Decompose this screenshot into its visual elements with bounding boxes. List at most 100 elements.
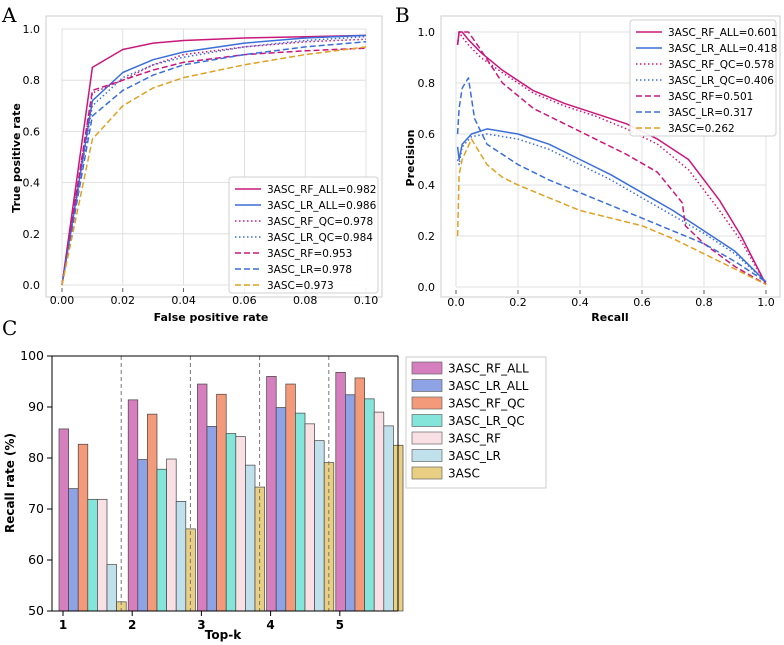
bar — [87, 498, 98, 612]
roc-ytick-label: 0.4 — [23, 177, 41, 190]
roc-legend — [228, 176, 379, 294]
pr-chart: 0.0 0.2 0.4 0.6 0.8 1.0 0.0 0.2 0.4 0.6 0.8 1.0 Rec… — [404, 15, 781, 324]
pr-legend-label: 3ASC=0.262 — [668, 123, 735, 135]
pr-xtick-label: 0.4 — [571, 296, 589, 309]
bar — [197, 383, 208, 612]
bar — [106, 564, 117, 612]
pr-ytick-label: 0.6 — [418, 128, 436, 141]
pr-legend — [629, 19, 777, 137]
pr-xtick-label: 0.2 — [509, 296, 527, 309]
pr-legend-label: 3ASC_RF_QC=0.578 — [668, 59, 774, 71]
pr-series-line — [456, 77, 767, 283]
roc-xtick-label: 0.02 — [111, 294, 136, 307]
pr-legend-label: 3ASC_LR_QC=0.406 — [668, 75, 774, 87]
bar-xtick-label: 3 — [197, 618, 205, 632]
bar-ylabel: Recall rate (%) — [3, 433, 17, 533]
bar-legend-swatch — [411, 361, 443, 375]
bar-legend-swatch — [411, 414, 443, 427]
bar-xtick-label: 1 — [59, 618, 67, 632]
pr-series-line — [456, 31, 767, 285]
bar-legend-label: 3ASC — [448, 467, 480, 481]
roc-ytick-label: 0.2 — [23, 228, 41, 241]
roc-xtick-label: 0.00 — [50, 294, 75, 307]
bar-ytick-label: 60 — [28, 552, 44, 567]
roc-series-line — [61, 34, 367, 286]
pr-legend-label: 3ASC_RF=0.501 — [668, 91, 753, 103]
bar — [206, 426, 217, 612]
pr-xlabel: Recall — [591, 311, 628, 324]
bar — [127, 399, 139, 612]
pr-ytick-label: 1.0 — [418, 26, 436, 39]
bar-ytick-label: 100 — [20, 348, 44, 363]
roc-legend-label: 3ASC_LR_ALL=0.986 — [267, 200, 377, 212]
roc-legend-label: 3ASC_LR_QC=0.984 — [267, 232, 373, 244]
roc-legend-label: 3ASC=0.973 — [267, 280, 334, 292]
bar — [166, 458, 177, 612]
panel-label-c: C — [2, 316, 17, 340]
bar-legend-label: 3ASC_RF — [448, 432, 501, 446]
bar — [235, 436, 246, 612]
bar-legend-swatch — [411, 449, 443, 462]
roc-series-line — [61, 41, 367, 286]
roc-series-line — [61, 34, 367, 286]
pr-ytick-label: 0.8 — [418, 77, 436, 90]
roc-xlabel: False positive rate — [154, 311, 269, 324]
bar-legend-swatch — [411, 466, 443, 480]
pr-legend-label: 3ASC_RF_ALL=0.601 — [668, 27, 777, 39]
bar — [345, 394, 356, 612]
bar-ytick-label: 90 — [28, 399, 44, 414]
roc-ylabel: True positive rate — [10, 103, 23, 213]
bar-legend-label: 3ASC_LR_ALL — [448, 379, 529, 393]
bar-legend-label: 3ASC_LR — [448, 449, 501, 463]
pr-ytick-label: 0.0 — [418, 281, 436, 294]
bar — [304, 423, 315, 612]
pr-legend-label: 3ASC_LR=0.317 — [668, 107, 753, 119]
bar-legend-swatch — [411, 396, 443, 410]
recall-bar-chart: 1 2 3 4 5 50 60 70 80 90 100 Top-k Recall rate (%)… — [3, 348, 547, 642]
roc-ytick-label: 0.8 — [23, 74, 41, 87]
roc-series-line — [61, 35, 367, 286]
bar — [156, 468, 167, 612]
bar — [266, 376, 277, 612]
pr-xtick-label: 1.0 — [757, 296, 775, 309]
roc-xtick-label: 0.10 — [354, 294, 379, 307]
bar-ytick-label: 80 — [28, 450, 44, 465]
roc-series-line — [61, 46, 367, 286]
bar — [137, 459, 148, 612]
bar-legend-label: 3ASC_RF_ALL — [448, 362, 529, 376]
pr-ylabel: Precision — [404, 130, 417, 187]
bar — [175, 501, 187, 612]
roc-ytick-label: 1.0 — [23, 23, 41, 36]
bar — [295, 412, 306, 612]
pr-xtick-label: 0.8 — [695, 296, 713, 309]
bar — [245, 464, 256, 612]
pr-ytick-label: 0.2 — [418, 230, 436, 243]
roc-legend-label: 3ASC_LR=0.978 — [267, 264, 352, 276]
roc-legend-label: 3ASC_RF_QC=0.978 — [267, 216, 373, 228]
bar-ytick-label: 50 — [28, 603, 44, 618]
pr-series-line — [456, 128, 767, 283]
roc-ytick-label: 0.6 — [23, 125, 41, 138]
bar — [147, 413, 158, 612]
pr-legend-label: 3ASC_LR_ALL=0.418 — [668, 43, 777, 55]
roc-series-line — [61, 47, 367, 286]
roc-xtick-label: 0.08 — [293, 294, 318, 307]
bar — [285, 383, 296, 612]
bar — [354, 377, 365, 612]
bar — [314, 440, 325, 612]
roc-series-line — [61, 38, 367, 286]
bar-xtick-label: 5 — [336, 618, 344, 632]
bar — [68, 488, 79, 612]
bar — [373, 411, 385, 612]
bar-xtick-label: 4 — [266, 618, 274, 632]
pr-xtick-label: 0.0 — [447, 296, 465, 309]
roc-xtick-label: 0.04 — [171, 294, 196, 307]
bar-legend-label: 3ASC_RF_QC — [448, 397, 525, 411]
bar-xlabel: Top-k — [205, 628, 242, 642]
panel-label-a: A — [1, 3, 17, 27]
pr-ytick-label: 0.4 — [418, 179, 436, 192]
bar-legend-swatch — [411, 379, 443, 392]
bar — [335, 371, 346, 612]
bar — [58, 428, 69, 612]
